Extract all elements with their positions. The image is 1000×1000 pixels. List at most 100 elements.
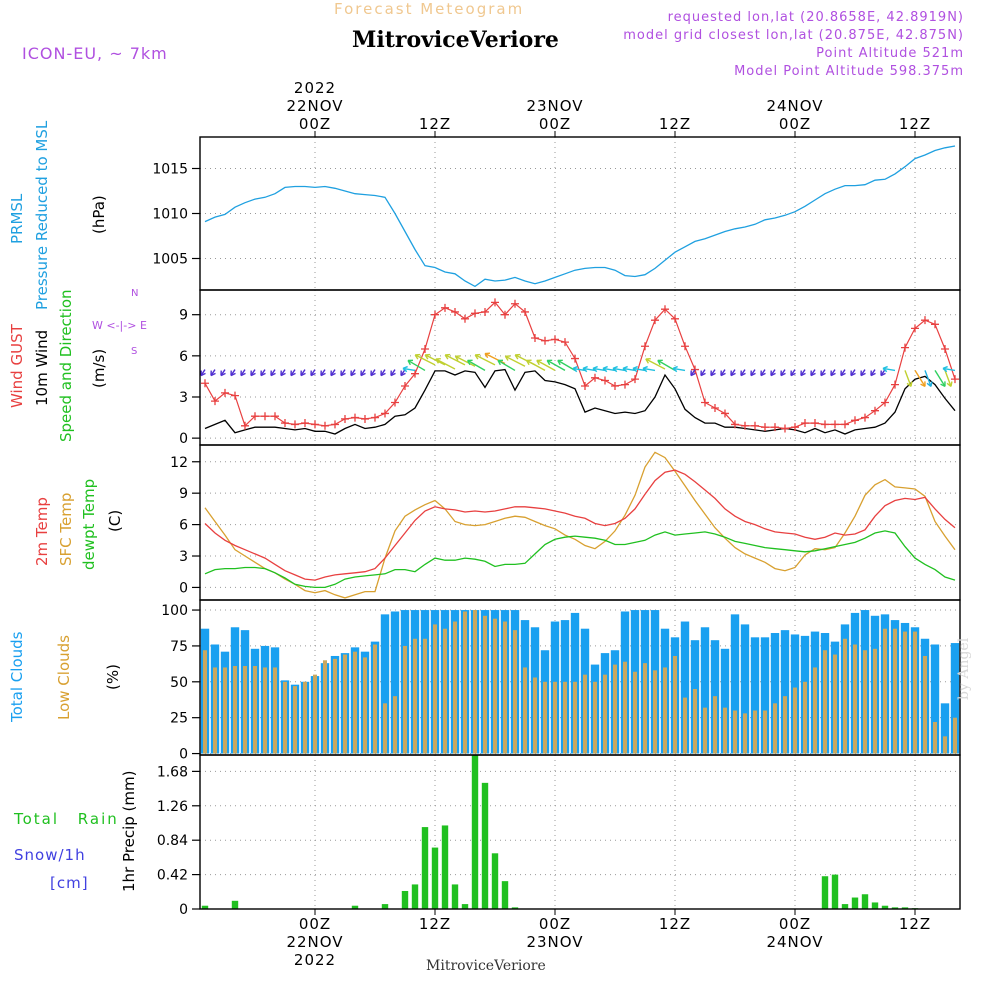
- total-cloud-bar: [750, 637, 760, 754]
- y-tick-label: 100: [161, 603, 188, 619]
- wind-arrow-head: [525, 359, 532, 366]
- gust-marker: [631, 375, 639, 384]
- gust-marker: [801, 419, 809, 428]
- y-tick-label: 1005: [152, 252, 188, 268]
- low-cloud-bar: [243, 666, 247, 754]
- gust-marker: [641, 342, 649, 351]
- gust-marker: [241, 421, 249, 430]
- gust-marker: [211, 397, 219, 406]
- precip-panel-frame: [199, 754, 961, 910]
- wind-arrow-head: [546, 359, 553, 366]
- closest-coords: model grid closest lon,lat (20.875E, 42.…: [623, 28, 964, 43]
- precip-bar: [481, 782, 489, 909]
- wind-arrow-head: [582, 365, 588, 373]
- wind-arrow: [407, 359, 426, 372]
- wind-arrow: [942, 367, 956, 372]
- wind-panel-frame: [199, 289, 961, 446]
- low-cloud-bar: [393, 696, 397, 754]
- gust-marker: [271, 412, 279, 421]
- low-cloud-bar: [783, 696, 787, 754]
- low-cloud-bar: [563, 681, 567, 754]
- wind-arrow-head: [320, 370, 326, 377]
- gust-marker: [871, 406, 879, 415]
- compass-south: S: [131, 346, 138, 357]
- wind-arrow-head: [310, 370, 316, 377]
- gust-marker: [501, 310, 509, 319]
- wind-arrow: [924, 370, 932, 387]
- wind-arrow-head: [700, 370, 706, 377]
- wind-arrow-head: [592, 365, 598, 373]
- low-cloud-bar: [653, 670, 657, 754]
- total-cloud-bar: [760, 637, 770, 754]
- gust-marker: [731, 420, 739, 429]
- wind-arrow: [414, 354, 436, 366]
- wind-arrow-head: [820, 370, 826, 377]
- gust-marker: [901, 343, 909, 352]
- precip-bar: [821, 876, 829, 909]
- compass-north: N: [131, 288, 139, 299]
- y-tick-label: 3: [179, 390, 188, 406]
- precip-ylabel: 1hr Precip (mm): [120, 770, 138, 892]
- wind-arrow-head: [390, 370, 396, 377]
- gust-marker: [401, 382, 409, 391]
- low-cloud-bar: [913, 631, 917, 754]
- y-tick-label: 1.68: [157, 764, 188, 780]
- y-tick-label: 75: [170, 639, 188, 655]
- gust-marker: [661, 305, 669, 314]
- y-tick-label: 6: [179, 518, 188, 534]
- precip-bar: [891, 907, 899, 909]
- pressure-unit: (hPa): [90, 195, 108, 234]
- pressure-label-2: Pressure Reduced to MSL: [33, 120, 51, 310]
- gust-marker: [761, 423, 769, 432]
- wind-arrow: [455, 355, 476, 367]
- wind-arrow-head: [340, 370, 346, 377]
- low-cloud-bar: [883, 628, 887, 754]
- precip-bar: [401, 890, 409, 909]
- wind-arrow-head: [444, 353, 451, 360]
- low-cloud-bar: [213, 667, 217, 754]
- precip-bar: [871, 902, 879, 909]
- low-cloud-bar: [543, 681, 547, 754]
- wind-arrow: [474, 354, 496, 366]
- time-label-bottom: 22NOV: [286, 933, 343, 951]
- temp-panel-frame: [199, 444, 961, 601]
- precip-bar: [501, 881, 509, 909]
- gust-marker: [281, 419, 289, 428]
- wind-arrow-head: [942, 365, 948, 373]
- total-cloud-bar: [940, 703, 950, 754]
- gust-marker: [461, 314, 469, 323]
- total-cloud-bar: [390, 611, 400, 754]
- low-cloud-bar: [933, 721, 937, 754]
- low-cloud-bar: [633, 671, 637, 754]
- y-tick-label: 0: [179, 902, 188, 918]
- low-cloud-bar: [853, 644, 857, 754]
- wind-arrow: [645, 358, 666, 370]
- gust-marker: [511, 299, 519, 308]
- wind-arrow-head: [690, 370, 696, 377]
- wind-arrow-head: [622, 365, 628, 373]
- time-label-bottom: 23NOV: [526, 933, 583, 951]
- gust-marker: [441, 303, 449, 312]
- gust-marker: [851, 416, 859, 425]
- time-label-top: 12Z: [659, 115, 691, 133]
- pressure-line: [204, 145, 956, 288]
- wind-arrow-head: [840, 370, 846, 377]
- y-tick-label: 3: [179, 549, 188, 565]
- model-name: ICON-EU, ~ 7km: [22, 44, 168, 63]
- gust-marker: [261, 412, 269, 421]
- low-cloud-bar: [503, 621, 507, 754]
- gust-marker: [561, 338, 569, 347]
- low-cloud-bar: [903, 631, 907, 754]
- precip-bar: [881, 905, 889, 909]
- low-cloud-bar: [773, 703, 777, 754]
- wind-arrow-head: [407, 359, 414, 366]
- precip-bar: [491, 853, 499, 909]
- wind-arrow-head: [760, 370, 766, 377]
- low-cloud-bar: [763, 710, 767, 754]
- total-cloud-bar: [770, 633, 780, 754]
- low-cloud-bar: [603, 674, 607, 754]
- low-cloud-bar: [743, 713, 747, 754]
- precip-bar: [851, 897, 859, 909]
- low-cloud-bar: [373, 644, 377, 754]
